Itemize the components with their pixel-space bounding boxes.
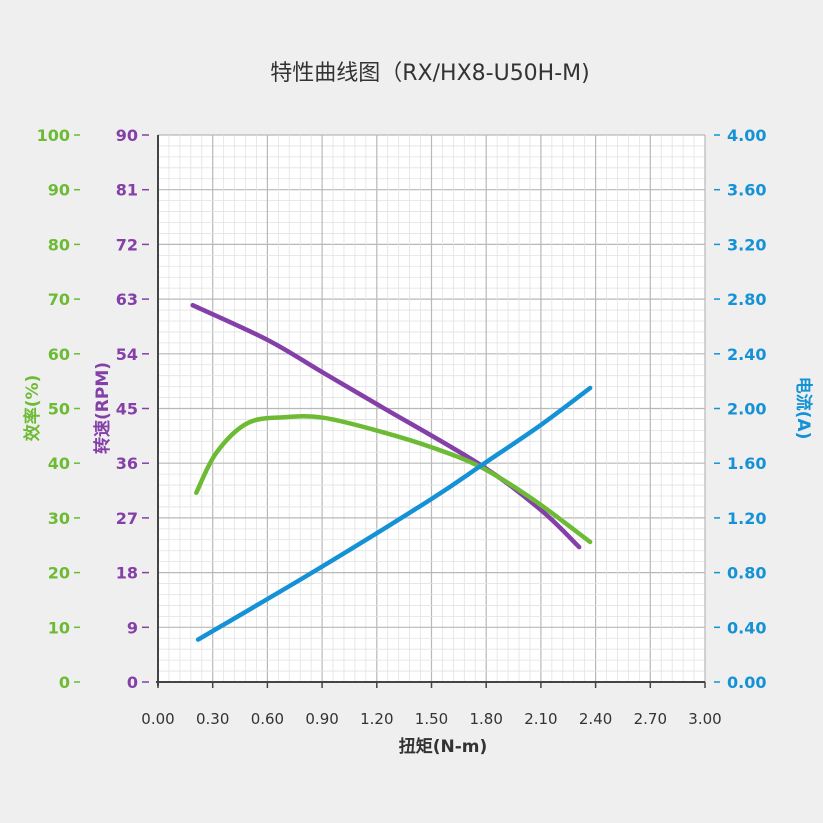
current-curve	[195, 385, 593, 642]
x-tick-label: 0.00	[141, 710, 174, 728]
x-tick-label: 0.90	[305, 710, 338, 728]
x-tick-label: 2.40	[579, 710, 612, 728]
speed-tick-label: 81	[116, 181, 138, 200]
current-tick-label: 0.80	[727, 564, 766, 583]
chart-title: 特性曲线图（RX/HX8-U50H-M)	[270, 61, 589, 86]
speed-tick-label: 72	[116, 235, 138, 254]
x-tick-label: 1.80	[469, 710, 502, 728]
efficiency-tick-label: 70	[48, 290, 70, 309]
current-tick-label: 2.80	[727, 290, 766, 309]
x-axis-label: 扭矩(N-m)	[399, 736, 488, 757]
current-tick-label: 0.00	[727, 673, 766, 692]
series-lines	[190, 302, 593, 642]
speed-curve	[190, 302, 582, 550]
efficiency-tick-label: 100	[37, 126, 70, 145]
efficiency-tick-label: 10	[48, 618, 70, 637]
speed-tick-label: 63	[116, 290, 138, 309]
current-tick-label: 2.40	[727, 345, 766, 364]
x-tick-label: 1.50	[415, 710, 448, 728]
efficiency-axis-label: 效率(%)	[22, 375, 43, 442]
speed-tick-label: 45	[116, 400, 138, 419]
speed-tick-label: 0	[127, 673, 138, 692]
x-tick-label: 3.00	[688, 710, 721, 728]
current-tick-label: 4.00	[727, 126, 766, 145]
efficiency-tick-label: 40	[48, 454, 70, 473]
current-tick-label: 3.60	[727, 181, 766, 200]
speed-axis-label: 转速(RPM)	[92, 362, 113, 454]
speed-tick-label: 27	[116, 509, 138, 528]
axes: 0.00 0.30 0.60 0.90 1.20 1.50 1.80 2.10 2.40 2.70…	[37, 126, 767, 728]
x-tick-label: 1.20	[360, 710, 393, 728]
x-tick-label: 0.30	[196, 710, 229, 728]
speed-tick-label: 54	[116, 345, 138, 364]
efficiency-tick-label: 30	[48, 509, 70, 528]
grid	[157, 134, 706, 683]
current-tick-label: 1.60	[727, 454, 766, 473]
current-tick-label: 0.40	[727, 618, 766, 637]
speed-tick-label: 36	[116, 454, 138, 473]
current-tick-label: 3.20	[727, 235, 766, 254]
efficiency-curve	[194, 414, 593, 545]
current-axis-label: 电流(A)	[793, 377, 814, 440]
speed-tick-label: 9	[127, 618, 138, 637]
speed-tick-label: 18	[116, 564, 138, 583]
efficiency-tick-label: 20	[48, 564, 70, 583]
efficiency-tick-label: 0	[59, 673, 70, 692]
x-tick-label: 2.10	[524, 710, 557, 728]
current-tick-label: 1.20	[727, 509, 766, 528]
x-tick-label: 0.60	[251, 710, 284, 728]
efficiency-tick-label: 50	[48, 400, 70, 419]
efficiency-tick-label: 90	[48, 181, 70, 200]
x-tick-label: 2.70	[634, 710, 667, 728]
efficiency-tick-label: 80	[48, 235, 70, 254]
speed-tick-label: 90	[116, 126, 138, 145]
current-tick-label: 2.00	[727, 400, 766, 419]
efficiency-tick-label: 60	[48, 345, 70, 364]
